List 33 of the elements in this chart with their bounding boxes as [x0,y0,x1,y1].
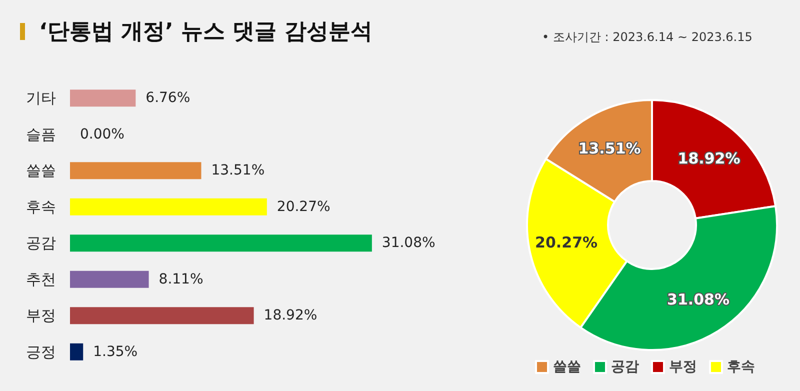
data-label: 13.51% [578,139,641,158]
y-tick-label: 추천 [26,270,56,288]
data-label: 13.51% [211,162,265,179]
bar [70,198,267,216]
y-tick-label: 부정 [26,306,56,325]
data-label: 31.08% [667,290,730,308]
data-label: 20.27% [276,198,330,215]
y-tick-label: 공감 [26,234,56,252]
data-label: 18.92% [678,150,740,168]
data-label: 6.76% [146,90,190,106]
legend-label: 공감 [611,359,639,375]
chart-title: ‘단통법 개정’ 뉴스 댓글 감성분석 [39,20,372,44]
bar [70,270,149,288]
data-label: 20.27% [535,234,598,252]
bar [70,90,136,107]
chart-subtitle: • 조사기간 : 2023.6.14 ~ 2023.6.15 [542,30,752,44]
y-tick-label: 쓸쓸 [26,162,56,180]
bar [70,343,84,360]
y-tick-label: 긍정 [26,342,56,361]
y-tick-label: 후속 [26,198,56,216]
y-tick-label: 기타 [26,89,56,108]
legend-label: 쓸쓸 [553,359,581,375]
data-label: 1.35% [93,344,138,360]
legend-label: 부정 [669,359,697,375]
data-label: 0.00% [80,126,124,142]
y-tick-label: 슬픔 [26,125,56,144]
bar [70,162,202,180]
data-label: 18.92% [264,308,318,324]
bar [70,307,254,324]
bar [70,234,372,252]
data-label: 31.08% [382,235,436,252]
data-label: 8.11% [158,271,204,288]
legend-label: 후속 [727,359,755,375]
